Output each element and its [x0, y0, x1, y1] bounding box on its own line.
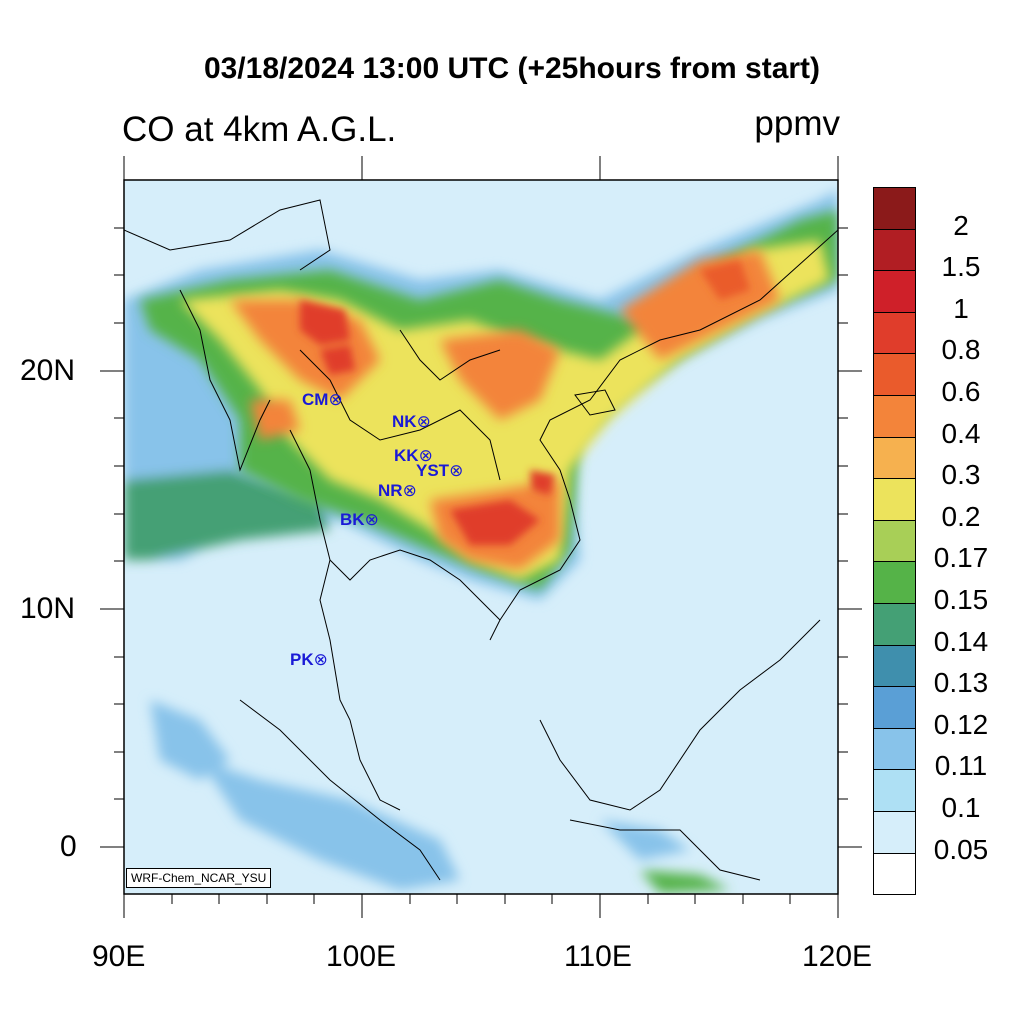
station-marker: CM⊗ — [302, 390, 343, 409]
colorbar-swatch — [873, 228, 916, 272]
colorbar-label: 0.4 — [941, 417, 981, 449]
station-marker: YST⊗ — [416, 461, 464, 480]
colorbar-label: 0.11 — [934, 750, 988, 782]
lat-label-20n: 20N — [20, 354, 76, 387]
lon-label-110e: 110E — [564, 940, 632, 973]
colorbar-swatch — [873, 311, 916, 355]
station-marker: NK⊗ — [392, 412, 431, 431]
colorbar-swatch — [873, 603, 916, 646]
lon-label-100e: 100E — [326, 940, 397, 973]
colorbar-swatch — [873, 270, 916, 313]
colorbar-swatch — [873, 727, 916, 771]
station-marker: BK⊗ — [340, 510, 379, 529]
map-frame — [123, 179, 839, 895]
colorbar-swatch — [873, 436, 916, 480]
colorbar-swatch — [873, 644, 916, 688]
colorbar-label: 0.15 — [933, 584, 989, 615]
colorbar-label: 1 — [953, 292, 969, 324]
colorbar-swatch — [873, 852, 916, 896]
station-marker: PK⊗ — [290, 650, 328, 669]
colorbar-swatch — [873, 519, 916, 563]
colorbar-label: 0.6 — [941, 376, 981, 407]
colorbar-label: 0.14 — [933, 625, 989, 657]
plot-title: 03/18/2024 13:00 UTC (+25hours from star… — [203, 52, 821, 85]
lat-label-10n: 10N — [20, 592, 76, 625]
colorbar-swatch — [873, 769, 916, 812]
units-label: ppmv — [754, 104, 840, 143]
lon-label-120e: 120E — [802, 940, 873, 973]
colorbar-swatch — [873, 686, 916, 729]
colorbar-swatch — [873, 478, 916, 521]
co-field — [124, 180, 838, 894]
lon-label-90e: 90E — [92, 940, 146, 973]
axis-ticks — [100, 156, 862, 918]
variable-label: CO at 4km A.G.L. — [122, 110, 397, 149]
colorbar-label: 0.05 — [933, 833, 989, 865]
lat-label-0: 0 — [60, 830, 77, 863]
colorbar-swatch — [873, 811, 916, 854]
colorbar-label: 0.1 — [941, 792, 981, 823]
colorbar-label: 0.12 — [933, 708, 989, 740]
colorbar-swatch — [873, 395, 916, 438]
colorbar-label: 0.3 — [941, 459, 981, 491]
colorbar-label: 0.8 — [941, 334, 981, 366]
colorbar-label: 1.5 — [941, 251, 981, 283]
colorbar-swatch — [873, 561, 916, 604]
model-credit: WRF-Chem_NCAR_YSU — [126, 868, 272, 888]
station-marker: NR⊗ — [378, 481, 417, 500]
colorbar-swatch — [873, 353, 916, 396]
colorbar-swatch — [873, 187, 916, 230]
colorbar-label: 0.2 — [941, 500, 981, 532]
colorbar-label: 0.17 — [933, 542, 989, 574]
station-marker: KK⊗ — [394, 446, 433, 465]
colorbar-label: 2 — [953, 209, 969, 241]
colorbar-label: 0.13 — [933, 667, 989, 699]
